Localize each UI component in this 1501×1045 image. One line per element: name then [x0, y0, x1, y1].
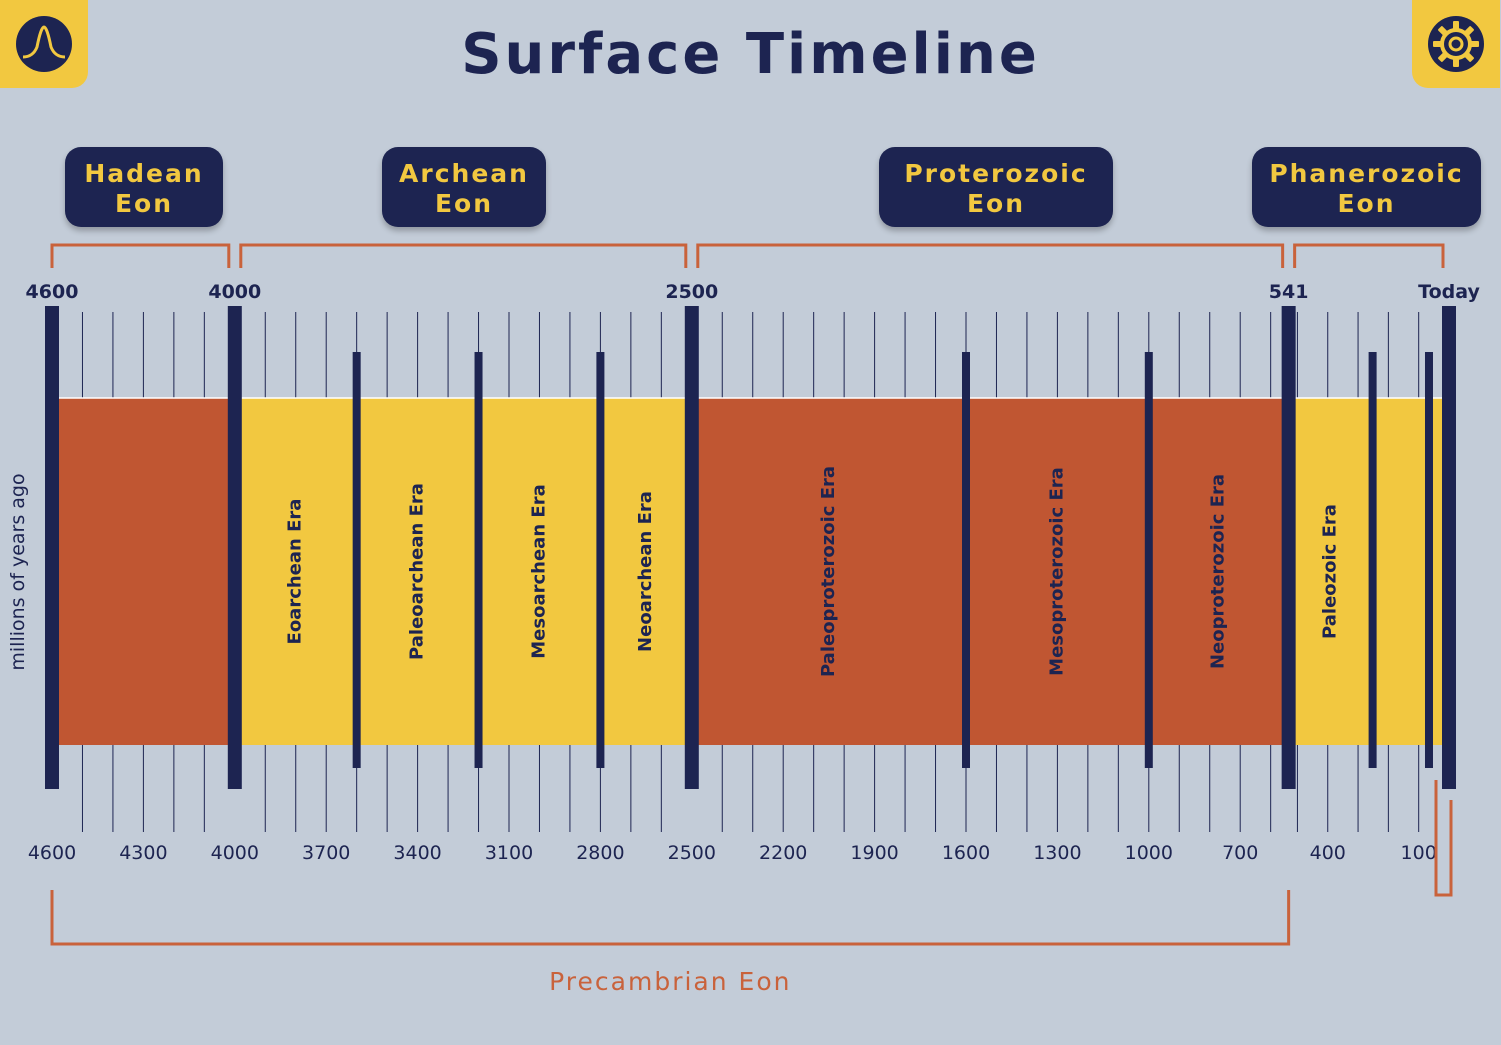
- eon-suffix: Eon: [114, 189, 174, 218]
- era-divider: [352, 352, 361, 768]
- waveform-peak-icon: [16, 16, 72, 72]
- eon-name: Hadean: [84, 159, 204, 188]
- era-band: [600, 398, 692, 745]
- eon-suffix: Eon: [1337, 189, 1396, 218]
- eon-badge: Hadean Eon: [65, 147, 223, 227]
- eon-divider: [684, 306, 699, 789]
- eon-name: Archean: [399, 159, 529, 188]
- era-label: Neoarchean Era: [635, 491, 656, 652]
- era-band: [1148, 398, 1289, 745]
- eon-badge: Proterozoic Eon: [879, 147, 1113, 227]
- eon-badge: Archean Eon: [382, 147, 546, 227]
- era-divider: [1144, 352, 1153, 768]
- axis-label: millions of years ago: [7, 473, 29, 670]
- era-divider: [962, 352, 970, 768]
- axis-tick-label: 3700: [302, 842, 350, 864]
- eon-suffix: Eon: [966, 189, 1026, 218]
- eon-divider: [227, 306, 242, 789]
- era-divider: [1424, 352, 1433, 768]
- era-label: Eoarchean Era: [285, 499, 306, 645]
- page-title: Surface Timeline: [461, 22, 1040, 87]
- axis-tick-label: 700: [1222, 842, 1258, 864]
- era-band: [234, 398, 357, 745]
- boundary-label: 2500: [665, 281, 718, 303]
- eon-divider: [1442, 306, 1456, 789]
- axis-tick-label: 2800: [576, 842, 624, 864]
- eon-bracket: [50, 243, 231, 268]
- era-band: [1372, 398, 1429, 745]
- era-band: [1288, 398, 1373, 745]
- era-band: [966, 398, 1149, 745]
- precambrian-bracket: [50, 890, 1291, 946]
- eon-bracket: [696, 243, 1285, 268]
- axis-tick-label: 400: [1310, 842, 1346, 864]
- era-band: [52, 398, 235, 745]
- axis-tick-label: 1300: [1033, 842, 1081, 864]
- era-label: Paleozoic Era: [1320, 504, 1341, 639]
- axis-tick-label: 100: [1401, 842, 1437, 864]
- axis-tick-label: 2500: [668, 842, 716, 864]
- era-divider: [596, 352, 605, 768]
- boundary-label: 4600: [26, 281, 79, 303]
- boundary-label: Today: [1418, 281, 1480, 303]
- precambrian-label: Precambrian Eon: [549, 967, 791, 996]
- era-label: Paleoproterozoic Era: [818, 466, 839, 677]
- eon-name: Proterozoic: [904, 159, 1088, 188]
- today-bracket: [1434, 780, 1453, 897]
- eon-divider: [1281, 306, 1296, 789]
- eon-name: Phanerozoic: [1269, 159, 1464, 188]
- boundary-label: 541: [1269, 281, 1309, 303]
- gear-icon: [1428, 16, 1484, 72]
- eon-suffix: Eon: [434, 189, 494, 218]
- axis-tick-label: 4000: [211, 842, 259, 864]
- era-divider: [1368, 352, 1377, 768]
- era-divider: [474, 352, 483, 768]
- axis-tick-label: 3400: [393, 842, 441, 864]
- eon-divider: [45, 306, 59, 789]
- settings-button[interactable]: [1412, 0, 1500, 88]
- axis-tick-label: 1000: [1125, 842, 1173, 864]
- axis-tick-label: 4600: [28, 842, 76, 864]
- axis-tick-label: 1900: [850, 842, 898, 864]
- era-label: Mesoproterozoic Era: [1046, 467, 1067, 676]
- eon-bracket: [239, 243, 688, 268]
- era-label: Neoproterozoic Era: [1208, 474, 1229, 669]
- axis-tick-label: 1600: [942, 842, 990, 864]
- era-band: [478, 398, 601, 745]
- eon-bracket: [1293, 243, 1445, 268]
- axis-tick-label: 3100: [485, 842, 533, 864]
- home-button[interactable]: [0, 0, 88, 88]
- axis-tick-label: 2200: [759, 842, 807, 864]
- axis-tick-label: 4300: [119, 842, 167, 864]
- era-band: [356, 398, 479, 745]
- boundary-label: 4000: [208, 281, 261, 303]
- eon-badge: Phanerozoic Eon: [1252, 147, 1481, 227]
- era-band: [691, 398, 966, 745]
- era-label: Paleoarchean Era: [407, 483, 428, 660]
- era-label: Mesoarchean Era: [528, 484, 549, 658]
